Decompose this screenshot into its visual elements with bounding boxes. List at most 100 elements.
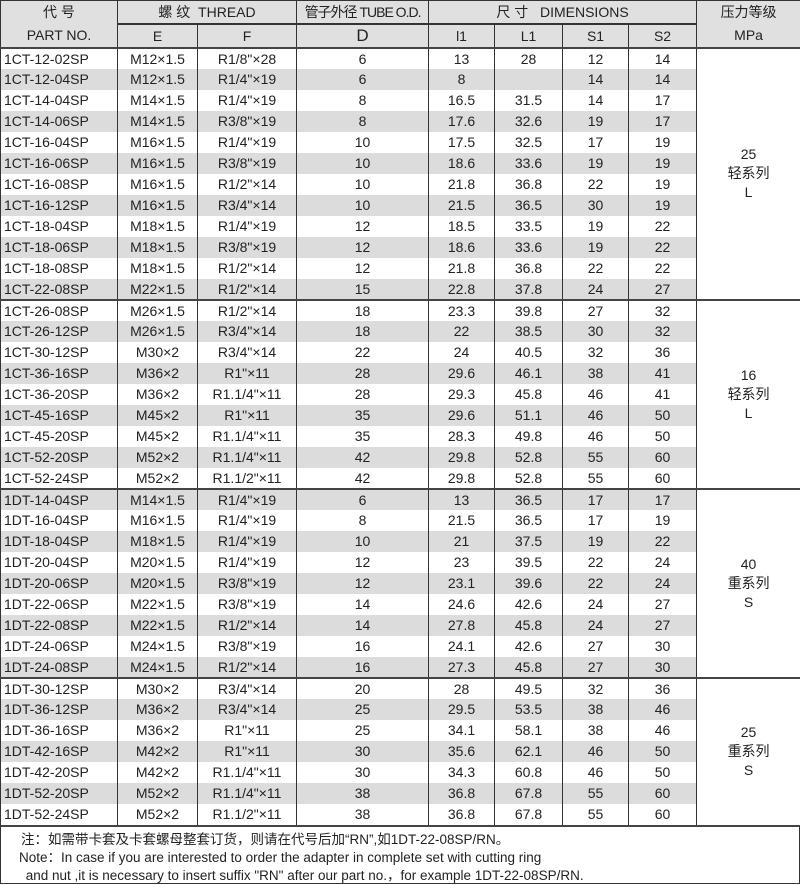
dim-l1-small: 35.6	[428, 740, 496, 762]
dim-l1: 38.5	[494, 320, 564, 342]
table-row: 1CT-16-08SP M16×1.5 R1/2"×14 10 21.8 36.8 22 19	[0, 173, 800, 195]
tube-od: 35	[296, 404, 430, 426]
dim-l1-small: 27.8	[428, 614, 496, 636]
dim-l1-small: 13	[428, 487, 496, 510]
dim-s2: 19	[628, 152, 698, 174]
pressure-series: 轻系列	[727, 385, 770, 402]
part-no: 1CT-45-16SP	[0, 404, 118, 426]
thread-e: M24×1.5	[117, 635, 198, 657]
dim-s1: 24	[562, 593, 630, 615]
dim-l1: 52.8	[494, 467, 564, 489]
table-row: 1CT-16-12SP M16×1.5 R3/4"×14 10 21.5 36.5 30 19	[0, 194, 800, 216]
thread-e: M36×2	[117, 383, 198, 405]
dim-s2: 22	[628, 530, 698, 552]
dim-l1: 32.5	[494, 131, 564, 153]
thread-e: M26×1.5	[117, 320, 198, 342]
pressure-pressure: 25	[740, 724, 757, 740]
dim-l1: 60.8	[494, 761, 564, 783]
thread-e: M36×2	[117, 698, 198, 720]
header-thread: 螺 纹 THREAD	[116, 0, 298, 24]
thread-f: R3/4"×14	[196, 676, 298, 699]
thread-e: M22×1.5	[117, 593, 198, 615]
tube-od: 10	[296, 194, 430, 216]
thread-f: R1/2"×14	[196, 173, 298, 195]
note-en-1: Note：In case if you are interested to or…	[19, 849, 542, 865]
tube-od: 6	[296, 47, 430, 69]
thread-e: M30×2	[117, 341, 198, 363]
tube-od: 25	[296, 719, 430, 741]
dim-s1: 17	[562, 131, 630, 153]
part-no: 1CT-14-04SP	[0, 89, 118, 111]
dim-l1: 40.5	[494, 341, 564, 363]
dim-s1: 22	[562, 173, 630, 195]
tube-od: 12	[296, 257, 430, 279]
tube-od: 42	[296, 467, 430, 489]
tube-od: 15	[296, 278, 430, 300]
dim-s1: 32	[562, 341, 630, 363]
part-no: 1CT-26-08SP	[0, 298, 118, 321]
table-row: 1CT-12-02SP M12×1.5 R1/8"×28 6 13 28 12 14 25 轻系列…	[0, 47, 800, 300]
dim-s1: 30	[562, 320, 630, 342]
dim-s1: 24	[562, 614, 630, 636]
tube-od: 28	[296, 383, 430, 405]
part-no: 1DT-22-06SP	[0, 593, 118, 615]
thread-e: M18×1.5	[117, 215, 198, 237]
tube-od: 10	[296, 173, 430, 195]
dim-s2: 36	[628, 341, 698, 363]
dim-l1: 49.8	[494, 425, 564, 447]
pressure-class: 40 重系列 S	[696, 487, 800, 678]
part-no: 1DT-24-06SP	[0, 635, 118, 657]
dim-s1: 14	[562, 89, 630, 111]
dim-s2: 46	[628, 698, 698, 720]
thread-f: R3/8"×19	[196, 572, 298, 594]
thread-e: M22×1.5	[117, 614, 198, 636]
thread-f: R1/4"×19	[196, 487, 298, 510]
pressure-class: 25 轻系列 L	[696, 47, 800, 300]
dim-l1: 36.8	[494, 173, 564, 195]
tube-od: 18	[296, 320, 430, 342]
thread-e: M20×1.5	[117, 551, 198, 573]
dim-l1-small: 18.6	[428, 152, 496, 174]
table-row: 1DT-52-20SP M52×2 R1.1/4"×11 38 36.8 67.8 55 60	[0, 782, 800, 804]
dim-l1-small: 29.3	[428, 383, 496, 405]
dim-s1: 14	[562, 68, 630, 90]
tube-od: 12	[296, 236, 430, 258]
table-row: 1CT-12-04SP M12×1.5 R1/4"×19 6 8 14 14	[0, 68, 800, 90]
part-no: 1CT-14-06SP	[0, 110, 118, 132]
thread-e: M14×1.5	[117, 487, 198, 510]
table-row: 1DT-52-24SP M52×2 R1.1/2"×11 38 36.8 67.8 55 60	[0, 803, 800, 825]
thread-e: M18×1.5	[117, 257, 198, 279]
dim-l1-small: 21.5	[428, 194, 496, 216]
header-l1-small: l1	[428, 22, 496, 49]
thread-e: M16×1.5	[117, 194, 198, 216]
tube-od: 10	[296, 530, 430, 552]
dim-s2: 19	[628, 173, 698, 195]
part-no: 1DT-20-04SP	[0, 551, 118, 573]
thread-f: R1/4"×19	[196, 131, 298, 153]
note-cn: 注：如需带卡套及卡套螺母整套订货，则请在代号后加“RN”,如1DT-22-08S…	[21, 831, 510, 847]
thread-e: M52×2	[117, 782, 198, 804]
dim-l1-small: 17.6	[428, 110, 496, 132]
dim-s2: 22	[628, 257, 698, 279]
dim-s1: 22	[562, 257, 630, 279]
dim-s1: 19	[562, 110, 630, 132]
part-no: 1DT-24-08SP	[0, 656, 118, 678]
dim-s2: 60	[628, 803, 698, 825]
dim-s2: 60	[628, 782, 698, 804]
thread-e: M42×2	[117, 740, 198, 762]
dim-s1: 55	[562, 782, 630, 804]
dim-s2: 17	[628, 487, 698, 510]
thread-f: R1.1/4"×11	[196, 446, 298, 468]
tube-od: 25	[296, 698, 430, 720]
dim-s1: 22	[562, 551, 630, 573]
tube-od: 20	[296, 676, 430, 699]
dim-s1: 27	[562, 656, 630, 678]
thread-e: M16×1.5	[117, 131, 198, 153]
thread-e: M20×1.5	[117, 572, 198, 594]
table-row: 1DT-14-04SP M14×1.5 R1/4"×19 6 13 36.5 17 17 40 重…	[0, 487, 800, 678]
dim-l1: 37.8	[494, 278, 564, 300]
dim-l1: 39.5	[494, 551, 564, 573]
thread-f: R1/4"×19	[196, 89, 298, 111]
part-no: 1CT-18-04SP	[0, 215, 118, 237]
dim-s2: 24	[628, 572, 698, 594]
